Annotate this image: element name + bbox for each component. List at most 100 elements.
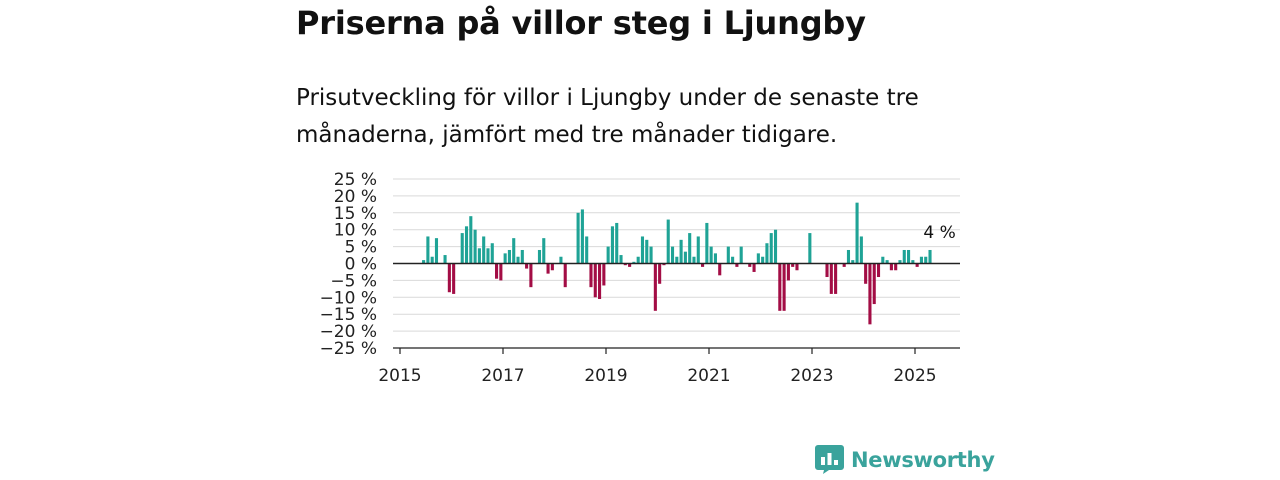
y-tick-label: 10 %	[334, 221, 377, 241]
bar	[593, 263, 597, 298]
bar	[546, 263, 550, 274]
bar	[769, 233, 773, 264]
bar	[452, 263, 456, 294]
y-tick-label: 20 %	[334, 187, 377, 207]
bar-chart: 25 %20 %15 %10 %5 %0 %−5 %−10 %−15 %−20 …	[320, 170, 960, 386]
bar	[464, 226, 469, 264]
bar	[542, 238, 546, 264]
bar	[795, 263, 799, 271]
bar	[628, 263, 632, 267]
bar	[778, 263, 782, 311]
bar	[529, 263, 533, 288]
bar	[563, 263, 567, 288]
y-tick-label: −20 %	[320, 322, 377, 342]
bar	[490, 243, 494, 264]
bar	[851, 260, 855, 264]
bar	[761, 256, 765, 264]
bar	[731, 256, 735, 264]
bar	[447, 263, 451, 293]
y-tick-label: −15 %	[320, 305, 377, 325]
bar	[598, 263, 602, 299]
bar	[786, 263, 790, 281]
bar	[846, 249, 851, 264]
bar	[898, 260, 902, 264]
bar	[748, 263, 752, 267]
bar	[709, 246, 713, 264]
bar	[919, 256, 923, 264]
bar	[473, 229, 477, 264]
axes	[393, 262, 960, 354]
newsworthy-logo-icon	[815, 445, 844, 474]
bar	[430, 256, 434, 264]
tick-labels: 25 %20 %15 %10 %5 %0 %−5 %−10 %−15 %−20 …	[320, 170, 956, 386]
bar	[520, 249, 524, 264]
bar	[537, 249, 542, 264]
bar	[885, 260, 889, 264]
bar	[610, 226, 614, 264]
bar	[602, 263, 606, 286]
bar	[503, 253, 507, 264]
bar	[585, 236, 589, 264]
bar	[872, 263, 876, 305]
x-tick-label: 2023	[790, 366, 833, 386]
bars	[422, 202, 932, 325]
bar	[426, 236, 430, 264]
bar	[679, 239, 683, 264]
bar	[606, 246, 610, 264]
bar	[864, 263, 868, 284]
bar	[924, 256, 928, 264]
y-tick-label: 15 %	[334, 204, 377, 224]
bar	[550, 263, 554, 271]
x-tick-label: 2021	[687, 366, 730, 386]
bar	[507, 249, 511, 264]
bar	[675, 256, 679, 264]
bar	[580, 209, 584, 264]
bar	[422, 260, 426, 264]
y-tick-label: 5 %	[345, 238, 377, 258]
bar	[469, 216, 473, 264]
bar	[653, 263, 657, 311]
bar	[915, 263, 919, 267]
bar	[477, 248, 481, 264]
bar	[636, 256, 640, 264]
bar	[713, 253, 717, 264]
bar	[443, 255, 447, 264]
bar	[649, 246, 653, 264]
bar	[632, 261, 636, 264]
bar	[495, 263, 499, 279]
bar	[834, 263, 838, 294]
bar	[516, 256, 520, 264]
bar	[486, 248, 490, 264]
bar	[881, 256, 885, 264]
bar	[559, 256, 563, 264]
brand-logo[interactable]: Newsworthy	[815, 445, 995, 474]
bar	[782, 263, 786, 311]
bar	[859, 236, 863, 264]
x-tick-label: 2019	[584, 366, 627, 386]
bar	[658, 263, 662, 284]
bar	[589, 263, 593, 288]
bar	[619, 255, 623, 264]
bar	[525, 263, 529, 269]
last-value-label: 4 %	[923, 223, 955, 243]
bar	[855, 202, 859, 264]
bar	[889, 263, 893, 271]
bar	[460, 233, 464, 264]
brand-name: Newsworthy	[851, 447, 995, 472]
bar	[434, 238, 439, 264]
bar	[911, 260, 915, 264]
bar	[868, 263, 872, 325]
x-tick-label: 2015	[378, 366, 421, 386]
bar	[640, 236, 645, 264]
bar	[726, 246, 730, 264]
y-tick-label: −10 %	[320, 288, 377, 308]
y-tick-label: 0 %	[345, 255, 377, 275]
bar	[842, 263, 846, 267]
bar	[482, 236, 486, 264]
y-tick-label: −25 %	[320, 339, 377, 359]
bar	[696, 236, 700, 264]
bar	[688, 233, 692, 264]
bar	[928, 249, 932, 264]
bar	[765, 243, 769, 264]
x-tick-label: 2025	[893, 366, 936, 386]
